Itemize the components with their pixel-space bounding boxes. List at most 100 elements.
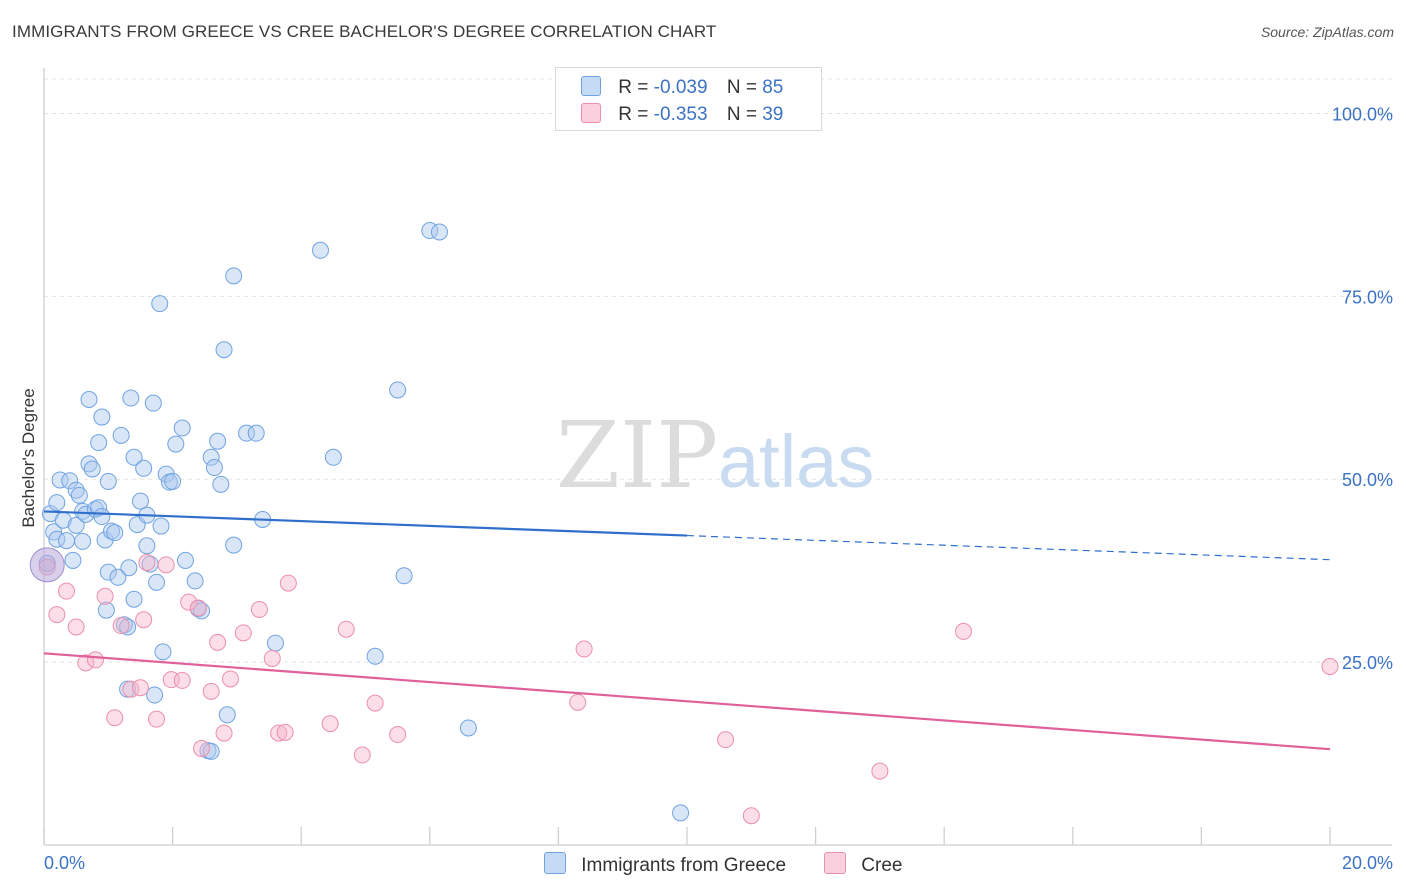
point-cree (954, 622, 972, 640)
point-greece (176, 551, 194, 569)
legend-r-label: R = (618, 77, 649, 98)
point-greece (459, 719, 477, 737)
point-greece (99, 472, 117, 490)
watermark-atlas: atlas (718, 420, 874, 503)
point-greece (90, 499, 108, 517)
point-cree (157, 556, 175, 574)
source-label: Source: ZipAtlas.com (1260, 24, 1394, 40)
point-cree (321, 715, 339, 733)
point-greece (122, 389, 140, 407)
legend-r-value: -0.039 (653, 77, 708, 98)
watermark: ZIP atlas (556, 402, 874, 509)
point-cree (131, 679, 149, 697)
legend-n-value: 39 (762, 104, 784, 125)
point-greece (225, 267, 243, 285)
point-cree (742, 807, 760, 825)
legend-r-label: R = (618, 104, 649, 125)
legend-row-greece: R = -0.039 N = 85 (581, 76, 783, 99)
point-greece (366, 647, 384, 665)
point-cree (276, 723, 294, 741)
point-cree (270, 724, 288, 742)
point-greece (97, 601, 115, 619)
point-cree (135, 611, 153, 629)
point-greece (389, 381, 407, 399)
point-cree (871, 762, 889, 780)
point-greece (67, 516, 85, 534)
point-greece (167, 435, 185, 453)
point-greece (209, 432, 227, 450)
point-greece (212, 475, 230, 493)
point-greece (125, 590, 143, 608)
point-cree (67, 618, 85, 636)
data-points (29, 222, 1339, 825)
point-cree (575, 640, 593, 658)
point-greece (202, 742, 220, 760)
point-greece (109, 568, 127, 586)
point-cree (209, 633, 227, 651)
point-greece (58, 532, 76, 550)
point-cree (337, 620, 355, 638)
point-greece (144, 394, 162, 412)
point-greece (225, 536, 243, 554)
bottom-legend-label: Cree (861, 855, 903, 876)
point-greece (90, 434, 108, 452)
point-cree (215, 724, 233, 742)
trend-line-cree (43, 652, 1331, 751)
y-axis-title: Bachelor's Degree (19, 388, 38, 527)
point-greece (146, 686, 164, 704)
point-cree (250, 600, 268, 618)
grid-lines (44, 78, 1392, 663)
point-greece (61, 472, 79, 490)
point-cree (569, 693, 587, 711)
legend-n-label: N = (726, 77, 757, 98)
point-cree (189, 599, 207, 617)
point-greece (83, 460, 101, 478)
bottom-legend-cree: Cree (824, 852, 902, 877)
legend-row-cree: R = -0.353 N = 39 (581, 103, 783, 126)
point-cluster (29, 547, 65, 583)
point-cree (279, 574, 297, 592)
point-cree (389, 726, 407, 744)
chart-title: IMMIGRANTS FROM GREECE VS CREE BACHELOR'… (12, 22, 717, 41)
point-cree (221, 670, 239, 688)
point-greece (218, 706, 236, 724)
point-greece (164, 472, 182, 490)
point-greece (93, 408, 111, 426)
point-greece (70, 486, 88, 504)
point-greece (135, 459, 153, 477)
point-greece (138, 537, 156, 555)
point-greece (205, 459, 223, 477)
point-cree (112, 617, 130, 635)
point-greece (51, 471, 69, 489)
point-greece (125, 448, 143, 466)
point-greece (266, 634, 284, 652)
point-greece (311, 241, 329, 259)
correlation-legend: R = -0.039 N = 85 R = -0.353 N = 39 (555, 67, 822, 131)
point-greece (67, 481, 85, 499)
y-tick-label: 75.0% (1342, 287, 1393, 307)
trend-line-greece (43, 510, 688, 537)
bottom-legend-label: Immigrants from Greece (581, 855, 787, 876)
legend-swatch-greece (581, 76, 601, 96)
point-cree (234, 624, 252, 642)
point-greece (430, 223, 448, 241)
watermark-zip: ZIP (556, 402, 718, 509)
point-cree (193, 739, 211, 757)
point-greece (80, 390, 98, 408)
point-cree (717, 731, 735, 749)
point-greece (131, 492, 149, 510)
point-greece (99, 563, 117, 581)
point-cree (173, 671, 191, 689)
point-greece (48, 494, 66, 512)
point-cree (138, 554, 156, 572)
point-cree (77, 654, 95, 672)
point-cree (148, 710, 166, 728)
point-greece (152, 517, 170, 535)
point-greece (238, 424, 256, 442)
point-greece (93, 508, 111, 526)
point-cree (353, 746, 371, 764)
bottom-legend-swatch-cree (824, 852, 846, 874)
point-cree (48, 606, 66, 624)
legend-n-value: 85 (762, 77, 784, 98)
